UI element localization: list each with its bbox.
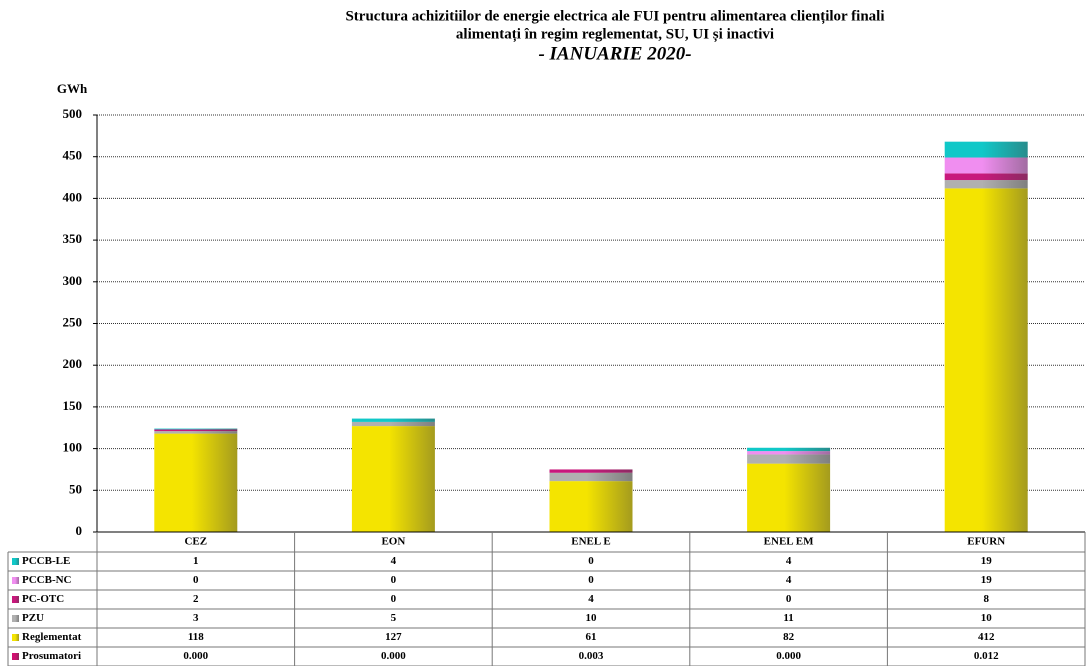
y-tick-label: 100	[63, 440, 83, 455]
table-value: 4	[588, 593, 594, 605]
bar-segment	[944, 157, 1028, 174]
table-value: 0.000	[183, 650, 208, 662]
y-tick-label: 200	[63, 356, 83, 371]
legend-label: PCCB-NC	[22, 574, 72, 586]
table-value: 0	[193, 574, 199, 586]
x-tick-label: CEZ	[184, 536, 207, 548]
bar-segment	[549, 469, 633, 473]
bar-segment	[154, 433, 238, 532]
legend-label: Reglementat	[22, 631, 82, 643]
x-tick-label: EON	[381, 536, 405, 548]
x-tick-label: ENEL EM	[764, 536, 814, 548]
table-value: 11	[783, 612, 793, 624]
bar-segment	[351, 426, 435, 532]
table-value: 2	[193, 593, 199, 605]
y-axis-label: GWh	[57, 81, 88, 96]
bar-segment	[154, 431, 238, 434]
table-value: 3	[193, 612, 199, 624]
legend-label: PCCB-LE	[22, 555, 70, 567]
legend-label: PC-OTC	[22, 593, 64, 605]
bar-segment	[549, 481, 633, 532]
table-value: 0.000	[776, 650, 801, 662]
chart-title: alimentați în regim reglementat, SU, UI …	[456, 26, 774, 42]
table-value: 0	[786, 593, 792, 605]
table-value: 10	[586, 612, 598, 624]
y-tick-label: 250	[63, 314, 83, 329]
y-tick-label: 50	[69, 481, 82, 496]
table-value: 1	[193, 555, 199, 567]
table-value: 118	[188, 631, 204, 643]
x-tick-label: ENEL E	[571, 536, 610, 548]
y-tick-label: 350	[63, 231, 83, 246]
table-value: 8	[983, 593, 989, 605]
table-value: 0.000	[381, 650, 406, 662]
y-tick-label: 300	[63, 273, 83, 288]
y-tick-label: 150	[63, 398, 83, 413]
legend-swatch	[12, 558, 19, 565]
table-value: 10	[981, 612, 993, 624]
table-value: 0	[391, 574, 397, 586]
table-value: 19	[981, 574, 993, 586]
legend-label: PZU	[22, 612, 44, 624]
bar-segment	[351, 418, 435, 422]
bar-segment	[747, 447, 831, 452]
table-value: 5	[391, 612, 397, 624]
table-value: 19	[981, 555, 993, 567]
bar-segment	[944, 173, 1028, 181]
bar-segment	[549, 472, 633, 482]
chart-subtitle: - IANUARIE 2020-	[538, 43, 691, 64]
x-tick-label: EFURN	[967, 536, 1005, 548]
y-tick-label: 0	[76, 523, 83, 538]
table-value: 412	[978, 631, 995, 643]
legend-label: Prosumatori	[22, 650, 81, 662]
table-value: 0	[588, 555, 594, 567]
table-value: 0	[391, 593, 397, 605]
legend-swatch	[12, 615, 19, 622]
bar-segment	[747, 451, 831, 455]
y-tick-label: 400	[63, 189, 83, 204]
bar-segment	[944, 141, 1028, 158]
legend-swatch	[12, 577, 19, 584]
table-value: 4	[786, 574, 792, 586]
table-value: 61	[586, 631, 597, 643]
chart-title: Structura achizitiilor de energie electr…	[345, 8, 884, 24]
table-value: 0	[588, 574, 594, 586]
bar-segment	[747, 454, 831, 464]
y-tick-label: 450	[63, 148, 83, 163]
legend-swatch	[12, 653, 19, 660]
bar-segment	[154, 428, 238, 430]
table-value: 0.003	[579, 650, 604, 662]
table-value: 127	[385, 631, 402, 643]
legend-swatch	[12, 596, 19, 603]
table-value: 4	[786, 555, 792, 567]
bar-segment	[944, 180, 1028, 189]
bar-segment	[747, 463, 831, 532]
table-value: 82	[783, 631, 795, 643]
bar-segment	[944, 188, 1028, 532]
table-value: 0.012	[974, 650, 999, 662]
bar-segment	[351, 421, 435, 427]
bar-segment	[154, 429, 238, 432]
y-tick-label: 500	[63, 106, 83, 121]
table-value: 4	[391, 555, 397, 567]
legend-swatch	[12, 634, 19, 641]
